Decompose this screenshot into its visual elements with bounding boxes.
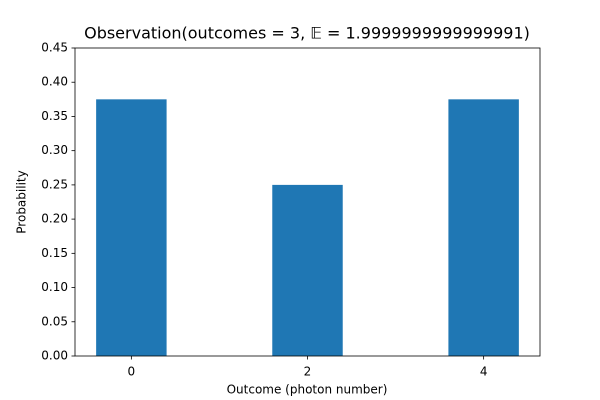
y-tick-label: 0.45 — [41, 41, 68, 55]
bar — [272, 184, 343, 356]
x-tick-label: 0 — [128, 365, 136, 379]
y-tick-label: 0.25 — [41, 177, 68, 191]
x-tick-label: 2 — [304, 365, 312, 379]
y-tick-label: 0.20 — [41, 212, 68, 226]
y-tick-label: 0.10 — [41, 280, 68, 294]
y-tick-label: 0.15 — [41, 246, 68, 260]
y-axis-label: Probability — [15, 170, 29, 233]
bar — [448, 99, 519, 356]
y-tick-label: 0.40 — [41, 75, 68, 89]
x-axis-label: Outcome (photon number) — [227, 383, 388, 397]
y-tick-label: 0.30 — [41, 143, 68, 157]
y-tick-label: 0.00 — [41, 349, 68, 363]
y-tick-label: 0.35 — [41, 109, 68, 123]
chart-title: Observation(outcomes = 3, 𝔼 = 1.99999999… — [84, 24, 530, 43]
x-tick-label: 4 — [480, 365, 488, 379]
bar — [96, 99, 167, 356]
y-tick-label: 0.05 — [41, 314, 68, 328]
